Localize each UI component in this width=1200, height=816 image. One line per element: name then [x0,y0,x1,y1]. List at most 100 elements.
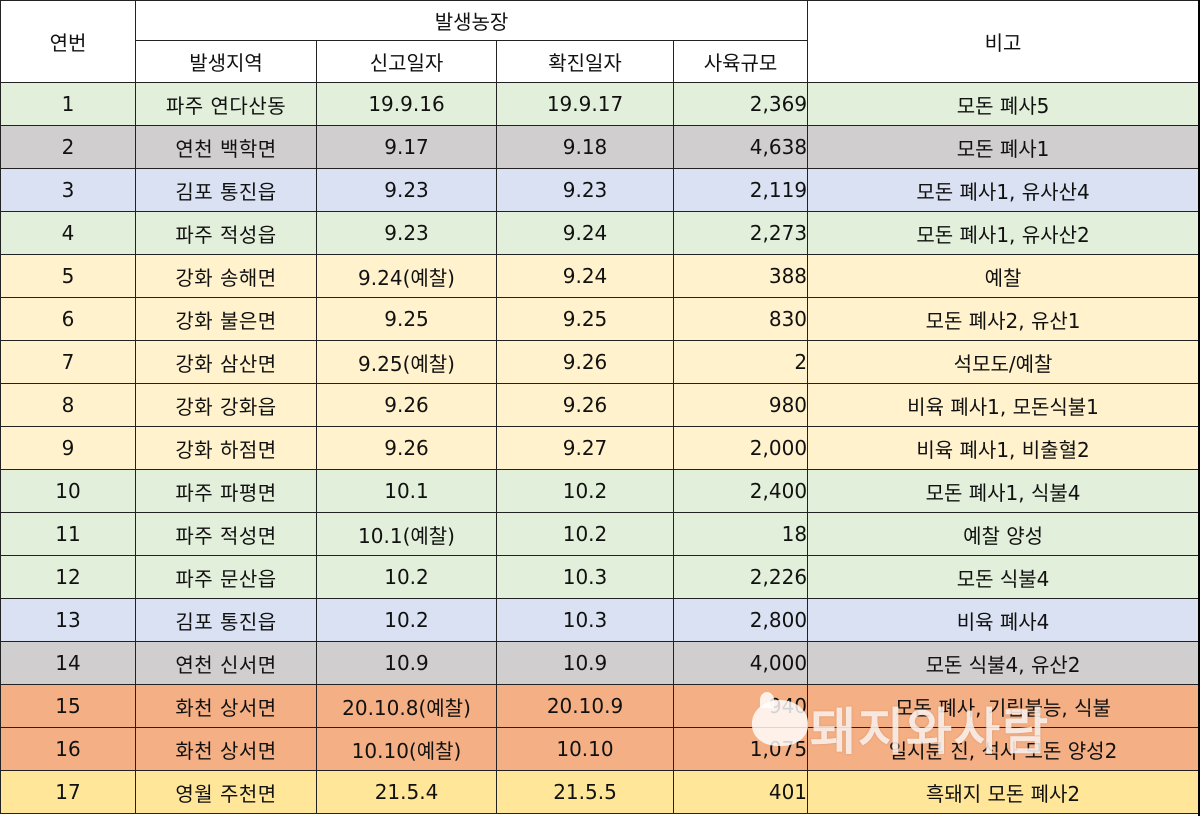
cell-report-date[interactable]: 19.9.16 [316,82,497,126]
cell-no[interactable]: 2 [0,125,136,169]
cell-confirm-date[interactable]: 9.23 [496,168,674,212]
cell-herd-size[interactable]: 2,369 [672,82,809,126]
header-outbreak-farm[interactable]: 발생농장 [134,0,809,41]
cell-region[interactable]: 강화 송해면 [135,254,317,298]
cell-remark[interactable]: 모돈 폐사, 기립불능, 식불 [807,684,1200,728]
cell-herd-size[interactable]: 401 [672,770,809,814]
cell-region[interactable]: 연천 백학면 [135,125,317,169]
cell-report-date[interactable]: 10.10(예찰) [316,727,497,771]
cell-remark[interactable]: 예찰 [807,254,1200,298]
cell-report-date[interactable]: 9.26 [316,426,497,470]
header-confirm-date[interactable]: 확진일자 [496,40,674,83]
cell-report-date[interactable]: 9.23 [316,168,497,212]
cell-herd-size[interactable]: 2,226 [672,555,809,599]
cell-report-date[interactable]: 9.25 [316,297,497,341]
cell-report-date[interactable]: 9.17 [316,125,497,169]
header-region[interactable]: 발생지역 [135,40,317,83]
cell-remark[interactable]: 모돈 폐사2, 유산1 [807,297,1200,341]
cell-region[interactable]: 김포 통진읍 [135,598,317,642]
cell-no[interactable]: 8 [0,383,136,427]
cell-no[interactable]: 17 [0,770,136,814]
cell-no[interactable]: 1 [0,82,136,126]
cell-herd-size[interactable]: 2,119 [672,168,809,212]
cell-report-date[interactable]: 9.24(예찰) [316,254,497,298]
header-remarks[interactable]: 비고 [807,0,1200,83]
cell-report-date[interactable]: 10.1(예찰) [316,512,497,556]
cell-region[interactable]: 화천 상서면 [135,727,317,771]
cell-confirm-date[interactable]: 9.25 [496,297,674,341]
cell-report-date[interactable]: 10.9 [316,641,497,685]
cell-remark[interactable]: 모돈 폐사1, 유사산2 [807,211,1200,255]
cell-region[interactable]: 파주 연다산동 [135,82,317,126]
cell-region[interactable]: 파주 파평면 [135,469,317,513]
cell-confirm-date[interactable]: 10.2 [496,512,674,556]
cell-no[interactable]: 3 [0,168,136,212]
cell-confirm-date[interactable]: 19.9.17 [496,82,674,126]
cell-herd-size[interactable]: 4,000 [672,641,809,685]
cell-confirm-date[interactable]: 9.26 [496,383,674,427]
cell-confirm-date[interactable]: 10.9 [496,641,674,685]
cell-report-date[interactable]: 21.5.4 [316,770,497,814]
cell-herd-size[interactable]: 4,638 [672,125,809,169]
cell-region[interactable]: 영월 주천면 [135,770,317,814]
cell-region[interactable]: 파주 적성읍 [135,211,317,255]
cell-confirm-date[interactable]: 9.18 [496,125,674,169]
cell-herd-size[interactable]: 2,400 [672,469,809,513]
cell-herd-size[interactable]: 2,800 [672,598,809,642]
header-no[interactable]: 연번 [0,0,136,83]
cell-remark[interactable]: 모돈 폐사1 [807,125,1200,169]
cell-remark[interactable]: 예찰 양성 [807,512,1200,556]
cell-region[interactable]: 연천 신서면 [135,641,317,685]
cell-no[interactable]: 4 [0,211,136,255]
cell-remark[interactable]: 흑돼지 모돈 폐사2 [807,770,1200,814]
header-report-date[interactable]: 신고일자 [316,40,497,83]
cell-herd-size[interactable]: 1,075 [672,727,809,771]
cell-no[interactable]: 12 [0,555,136,599]
cell-remark[interactable]: 모돈 폐사5 [807,82,1200,126]
cell-report-date[interactable]: 20.10.8(예찰) [316,684,497,728]
cell-no[interactable]: 14 [0,641,136,685]
cell-remark[interactable]: 모돈 폐사1, 유사산4 [807,168,1200,212]
cell-herd-size[interactable]: 980 [672,383,809,427]
cell-region[interactable]: 강화 강화읍 [135,383,317,427]
cell-confirm-date[interactable]: 10.3 [496,555,674,599]
cell-region[interactable]: 파주 문산읍 [135,555,317,599]
cell-report-date[interactable]: 10.1 [316,469,497,513]
cell-no[interactable]: 10 [0,469,136,513]
header-herd-size[interactable]: 사육규모 [672,40,809,83]
cell-herd-size[interactable]: 2 [672,340,809,384]
cell-remark[interactable]: 모돈 폐사1, 식불4 [807,469,1200,513]
cell-region[interactable]: 강화 불은면 [135,297,317,341]
cell-confirm-date[interactable]: 9.27 [496,426,674,470]
cell-confirm-date[interactable]: 9.24 [496,211,674,255]
cell-remark[interactable]: 비육 폐사1, 비출혈2 [807,426,1200,470]
cell-no[interactable]: 13 [0,598,136,642]
cell-confirm-date[interactable]: 21.5.5 [496,770,674,814]
cell-confirm-date[interactable]: 9.24 [496,254,674,298]
cell-report-date[interactable]: 10.2 [316,598,497,642]
cell-region[interactable]: 파주 적성면 [135,512,317,556]
cell-herd-size[interactable]: 2,273 [672,211,809,255]
cell-no[interactable]: 15 [0,684,136,728]
cell-no[interactable]: 9 [0,426,136,470]
cell-report-date[interactable]: 10.2 [316,555,497,599]
cell-region[interactable]: 강화 하점면 [135,426,317,470]
cell-no[interactable]: 7 [0,340,136,384]
cell-confirm-date[interactable]: 20.10.9 [496,684,674,728]
cell-herd-size[interactable]: 940 [672,684,809,728]
cell-no[interactable]: 5 [0,254,136,298]
cell-remark[interactable]: 비육 폐사1, 모돈식불1 [807,383,1200,427]
cell-remark[interactable]: 석모도/예찰 [807,340,1200,384]
cell-remark[interactable]: 모돈 식불4, 유산2 [807,641,1200,685]
cell-confirm-date[interactable]: 10.2 [496,469,674,513]
cell-no[interactable]: 16 [0,727,136,771]
cell-remark[interactable]: 비육 폐사4 [807,598,1200,642]
cell-herd-size[interactable]: 18 [672,512,809,556]
cell-region[interactable]: 화천 상서면 [135,684,317,728]
cell-no[interactable]: 6 [0,297,136,341]
cell-report-date[interactable]: 9.23 [316,211,497,255]
cell-no[interactable]: 11 [0,512,136,556]
cell-herd-size[interactable]: 830 [672,297,809,341]
cell-herd-size[interactable]: 388 [672,254,809,298]
cell-region[interactable]: 강화 삼산면 [135,340,317,384]
